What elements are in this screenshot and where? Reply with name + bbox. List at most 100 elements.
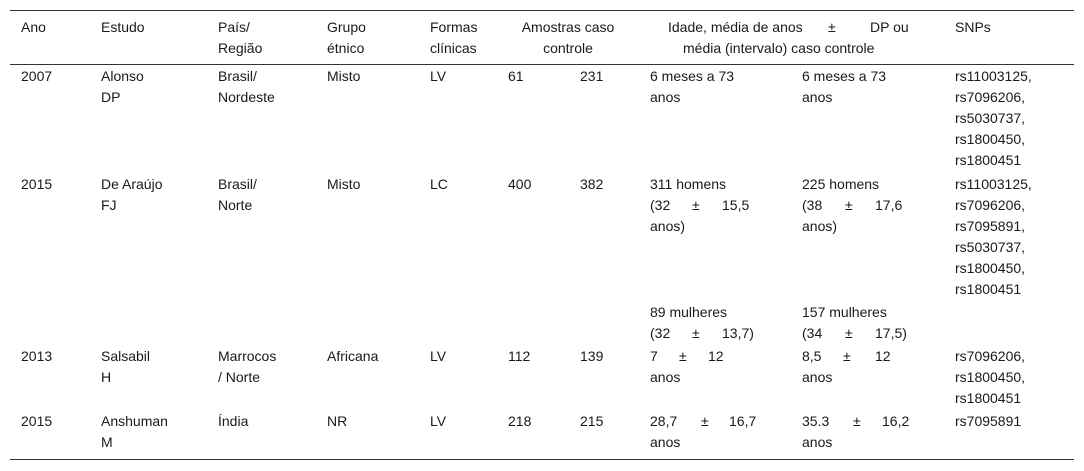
cell-idade-caso-sd: 12 bbox=[708, 348, 724, 364]
cell-snp: rs1800450, bbox=[955, 369, 1026, 385]
cell-forma: LV bbox=[430, 413, 447, 429]
cell-snp: rs11003125, bbox=[955, 68, 1032, 84]
cell-idade-controle-unit: anos bbox=[802, 434, 833, 450]
cell-idade-controle-homens-sd: 17,6 bbox=[875, 197, 903, 213]
cell-estudo-line1: Anshuman bbox=[101, 413, 168, 429]
cell-pais-line2: / Norte bbox=[218, 369, 261, 385]
cell-idade-caso-mulheres-mean: (32 bbox=[650, 325, 671, 341]
cell-snp: rs1800451 bbox=[955, 281, 1022, 297]
cell-idade-controle-sd: 12 bbox=[875, 348, 891, 364]
header-estudo: Estudo bbox=[101, 19, 145, 35]
cell-idade-caso-unit: anos bbox=[650, 369, 681, 385]
cell-snp: rs7096206, bbox=[955, 348, 1026, 364]
cell-controle: 139 bbox=[580, 348, 604, 364]
cell-controle: 215 bbox=[580, 413, 604, 429]
cell-idade-controle-mulheres-mean: (34 bbox=[802, 325, 823, 341]
cell-idade-caso-homens-sd: 15,5 bbox=[722, 197, 750, 213]
cell-idade-caso-line1: 6 meses a 73 bbox=[650, 68, 735, 84]
cell-ano: 2013 bbox=[21, 348, 53, 364]
header-idade-pm: ± bbox=[828, 19, 836, 35]
cell-idade-caso-mulheres-pm: ± bbox=[692, 325, 700, 341]
cell-grupo: Africana bbox=[327, 348, 379, 364]
cell-idade-controle-mean: 8,5 bbox=[802, 348, 822, 364]
cell-snp: rs7096206, bbox=[955, 197, 1026, 213]
cell-snp: rs1800451 bbox=[955, 152, 1022, 168]
header-ano: Ano bbox=[21, 19, 46, 35]
cell-idade-caso-line2: anos bbox=[650, 89, 681, 105]
cell-ano: 2015 bbox=[21, 413, 53, 429]
cell-idade-caso-mean: 28,7 bbox=[650, 413, 678, 429]
cell-idade-controle-unit: anos bbox=[802, 369, 833, 385]
cell-snp: rs1800450, bbox=[955, 260, 1026, 276]
cell-idade-caso-homens-pm: ± bbox=[692, 197, 700, 213]
cell-pais-line1: Marrocos bbox=[218, 348, 277, 364]
cell-idade-caso-mulheres-sd: 13,7) bbox=[722, 325, 754, 341]
cell-estudo-line1: Alonso bbox=[101, 68, 144, 84]
cell-idade-controle-mean: 35.3 bbox=[802, 413, 830, 429]
cell-estudo-line2: H bbox=[101, 369, 112, 385]
cell-estudo-line2: M bbox=[101, 434, 113, 450]
cell-snp: rs7095891 bbox=[955, 413, 1022, 429]
cell-forma: LV bbox=[430, 68, 447, 84]
cell-snp: rs5030737, bbox=[955, 110, 1026, 126]
cell-idade-caso-mean: 7 bbox=[650, 348, 658, 364]
header-snps: SNPs bbox=[955, 19, 991, 35]
cell-pais-line1: Brasil/ bbox=[218, 176, 257, 192]
cell-snp: rs7095891, bbox=[955, 218, 1026, 234]
cell-caso: 400 bbox=[508, 176, 532, 192]
cell-ano: 2007 bbox=[21, 68, 53, 84]
cell-idade-controle-homens-mean: (38 bbox=[802, 197, 823, 213]
cell-caso: 218 bbox=[508, 413, 532, 429]
cell-idade-caso-pm: ± bbox=[701, 413, 709, 429]
cell-grupo: NR bbox=[327, 413, 348, 429]
cell-idade-controle-line1: 6 meses a 73 bbox=[802, 68, 887, 84]
cell-idade-controle-homens-pm: ± bbox=[845, 197, 853, 213]
cell-estudo-line2: DP bbox=[101, 89, 121, 105]
cell-controle: 231 bbox=[580, 68, 604, 84]
cell-idade-controle-mulheres: 157 mulheres bbox=[802, 304, 887, 320]
cell-idade-controle-homens-unit: anos) bbox=[802, 218, 838, 234]
header-formas-line1: Formas bbox=[430, 19, 478, 35]
header-grupo-line1: Grupo bbox=[327, 19, 366, 35]
cell-snp: rs5030737, bbox=[955, 239, 1026, 255]
cell-snp: rs1800451 bbox=[955, 390, 1022, 406]
cell-estudo-line2: FJ bbox=[101, 197, 117, 213]
header-pais-line2: Região bbox=[218, 40, 263, 56]
cell-idade-caso-pm: ± bbox=[679, 348, 687, 364]
cell-forma: LV bbox=[430, 348, 447, 364]
header-idade-line2: média (intervalo) caso controle bbox=[683, 40, 875, 56]
cell-idade-controle-line2: anos bbox=[802, 89, 833, 105]
cell-snp: rs1800450, bbox=[955, 131, 1026, 147]
cell-idade-caso-homens-unit: anos) bbox=[650, 218, 686, 234]
cell-snp: rs11003125, bbox=[955, 176, 1032, 192]
cell-idade-caso-mulheres: 89 mulheres bbox=[650, 304, 728, 320]
table-bottom-rule bbox=[10, 459, 1074, 460]
cell-grupo: Misto bbox=[327, 176, 361, 192]
cell-idade-caso-sd: 16,7 bbox=[729, 413, 757, 429]
header-amostras-line1: Amostras caso bbox=[521, 19, 615, 35]
cell-idade-controle-homens: 225 homens bbox=[802, 176, 880, 192]
cell-idade-controle-pm: ± bbox=[853, 413, 861, 429]
cell-idade-controle-mulheres-sd: 17,5) bbox=[875, 325, 907, 341]
header-idade-line1b: DP ou bbox=[870, 19, 909, 35]
cell-forma: LC bbox=[430, 176, 448, 192]
cell-ano: 2015 bbox=[21, 176, 53, 192]
cell-pais-line2: Norte bbox=[218, 197, 253, 213]
cell-idade-controle-sd: 16,2 bbox=[882, 413, 910, 429]
cell-pais-line2: Nordeste bbox=[218, 89, 275, 105]
cell-controle: 382 bbox=[580, 176, 604, 192]
cell-idade-caso-homens: 311 homens bbox=[650, 176, 727, 192]
header-pais-line1: País/ bbox=[218, 19, 250, 35]
table-top-rule bbox=[10, 10, 1074, 11]
header-formas-line2: clínicas bbox=[430, 40, 477, 56]
cell-caso: 112 bbox=[508, 348, 531, 364]
cell-idade-caso-homens-mean: (32 bbox=[650, 197, 671, 213]
cell-grupo: Misto bbox=[327, 68, 361, 84]
header-idade-line1a: Idade, média de anos bbox=[668, 19, 803, 35]
header-grupo-line2: étnico bbox=[327, 40, 365, 56]
header-bottom-rule bbox=[10, 64, 1074, 65]
cell-idade-controle-pm: ± bbox=[843, 348, 851, 364]
header-amostras-line2: controle bbox=[543, 40, 593, 56]
cell-snp: rs7096206, bbox=[955, 89, 1026, 105]
cell-caso: 61 bbox=[508, 68, 524, 84]
